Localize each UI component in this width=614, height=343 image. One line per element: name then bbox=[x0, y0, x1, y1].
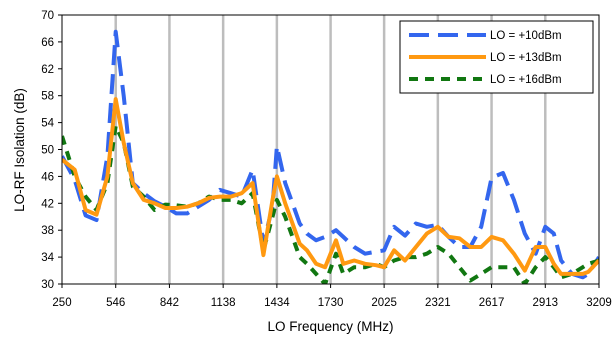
series-lines bbox=[62, 29, 599, 284]
y-axis-ticks: 30 34 38 42 46 50 54 58 62 66 70 bbox=[41, 10, 62, 291]
y-tick-label: 70 bbox=[41, 10, 54, 22]
y-tick-label: 62 bbox=[41, 64, 54, 76]
x-tick-label: 250 bbox=[52, 297, 71, 309]
x-tick-label: 2913 bbox=[532, 297, 558, 309]
x-tick-label: 1434 bbox=[264, 297, 290, 309]
x-tick-label: 1138 bbox=[211, 297, 236, 309]
x-tick-label: 2617 bbox=[479, 297, 505, 309]
y-axis-label: LO-RF Isolation (dB) bbox=[12, 88, 27, 212]
y-tick-label: 54 bbox=[41, 118, 54, 130]
y-tick-label: 38 bbox=[41, 225, 54, 237]
y-tick-label: 58 bbox=[41, 91, 54, 103]
x-tick-label: 1730 bbox=[318, 297, 344, 309]
x-tick-label: 2321 bbox=[425, 297, 451, 309]
y-tick-label: 50 bbox=[41, 145, 54, 157]
y-tick-label: 42 bbox=[41, 198, 54, 210]
series-line-2 bbox=[62, 97, 599, 276]
x-tick-label: 546 bbox=[106, 297, 125, 309]
x-axis-label: LO Frequency (MHz) bbox=[267, 319, 393, 334]
y-tick-label: 30 bbox=[41, 279, 54, 291]
y-tick-label: 46 bbox=[41, 171, 54, 183]
x-tick-label: 3209 bbox=[586, 297, 612, 309]
legend: LO = +10dBm LO = +13dBm LO = +16dBm bbox=[399, 20, 594, 94]
legend-label-3: LO = +16dBm bbox=[490, 74, 562, 86]
y-tick-label: 66 bbox=[41, 37, 54, 49]
y-tick-label: 34 bbox=[41, 252, 54, 264]
x-tick-label: 842 bbox=[160, 297, 179, 309]
legend-label-2: LO = +13dBm bbox=[490, 52, 562, 64]
x-axis-ticks: 250 546 842 1138 1434 1730 2025 2321 2617 2913 320… bbox=[52, 284, 612, 309]
x-tick-label: 2025 bbox=[371, 297, 397, 309]
legend-label-1: LO = +10dBm bbox=[490, 30, 562, 42]
series-line-3 bbox=[62, 124, 599, 284]
